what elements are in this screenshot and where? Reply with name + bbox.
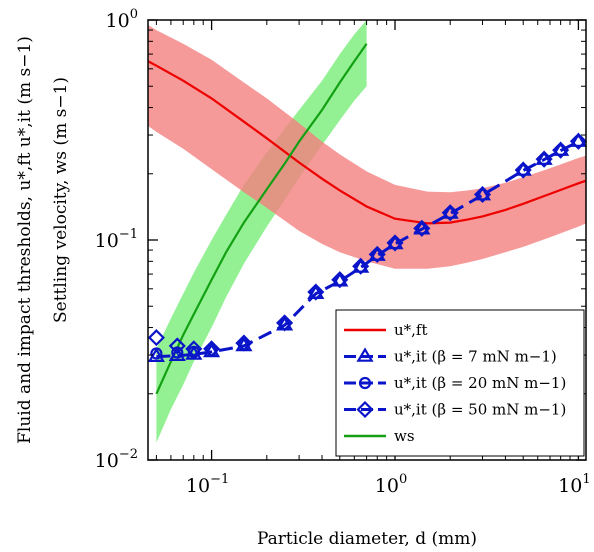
uncertainty-bands [148,20,586,443]
circle-point [572,135,585,148]
circle-point [150,347,163,360]
triangle-point [147,347,165,362]
diamond-point [235,334,253,352]
x-tick-label: 100 [375,472,407,497]
diamond-point [514,161,532,179]
diamond-point [307,283,325,301]
triangle-point [168,346,186,361]
diamond-markers [147,132,587,358]
legend-label: u*,it (β = 20 mN m−1) [394,374,566,392]
fluid-threshold-uncertainty-band [148,24,586,269]
diamond-point [276,314,294,332]
legend-marker-circle [358,376,372,390]
diamond-point [535,150,553,168]
legend-entry: ws [344,427,415,445]
series-markers [147,132,587,362]
settling-velocity-line [155,43,368,395]
circle-point [171,346,184,359]
legend-label: u*,it (β = 7 mN m−1) [394,348,557,366]
legend-label: u*,ft [394,321,428,339]
settling-velocity-uncertainty-band [156,20,367,443]
diamond-point [331,271,349,289]
circle-point [537,153,551,166]
diamond-point [185,340,203,358]
y-tick-label: 100 [106,7,138,32]
legend-entry: u*,it (β = 50 mN m−1) [344,401,566,419]
circle-point [444,207,457,220]
fluid-threshold-line [148,60,586,225]
axis-ticks: 10−1 100 101 10−2 10−1 100 [95,7,591,497]
x-axis-label: Particle diameter, d (mm) [257,529,477,549]
diamond-point [569,132,587,150]
legend-entry: u*,ft [344,321,428,339]
legend-entry: u*,it (β = 7 mN m−1) [344,347,557,366]
x-tick-label: 10−1 [186,472,229,497]
legend-label: u*,it (β = 50 mN m−1) [394,401,566,419]
diamond-point [413,219,431,237]
diamond-point [441,204,459,222]
y-axis-label-settling: Settling velocity, ws (m s−1) [51,77,71,323]
diamond-point [203,340,221,358]
diamond-point [352,257,370,275]
legend: u*,ft u*,it (β = 7 mN m−1) u*,it (β = 20 m… [335,309,585,457]
y-tick-label: 10−1 [95,227,138,252]
x-tick-label: 101 [558,472,590,497]
diamond-point [368,245,386,263]
legend-label: ws [394,427,415,445]
diamond-point [473,185,492,204]
circle-point [415,222,428,235]
diamond-point [386,234,404,252]
y-axis-label-thresholds: Fluid and impact thresholds, u*,ft u*,it… [15,36,35,444]
diamond-point [552,141,570,159]
legend-entry: u*,it (β = 20 mN m−1) [344,374,566,392]
legend-box [335,309,585,457]
legend-marker-triangle [356,347,374,362]
circle-point [517,164,530,177]
circle-point [476,188,489,201]
circle-point [554,144,567,157]
diamond-point [168,337,186,355]
y-tick-label: 10−2 [95,447,138,472]
diamond-point [147,329,165,347]
legend-marker-diamond [356,400,374,419]
